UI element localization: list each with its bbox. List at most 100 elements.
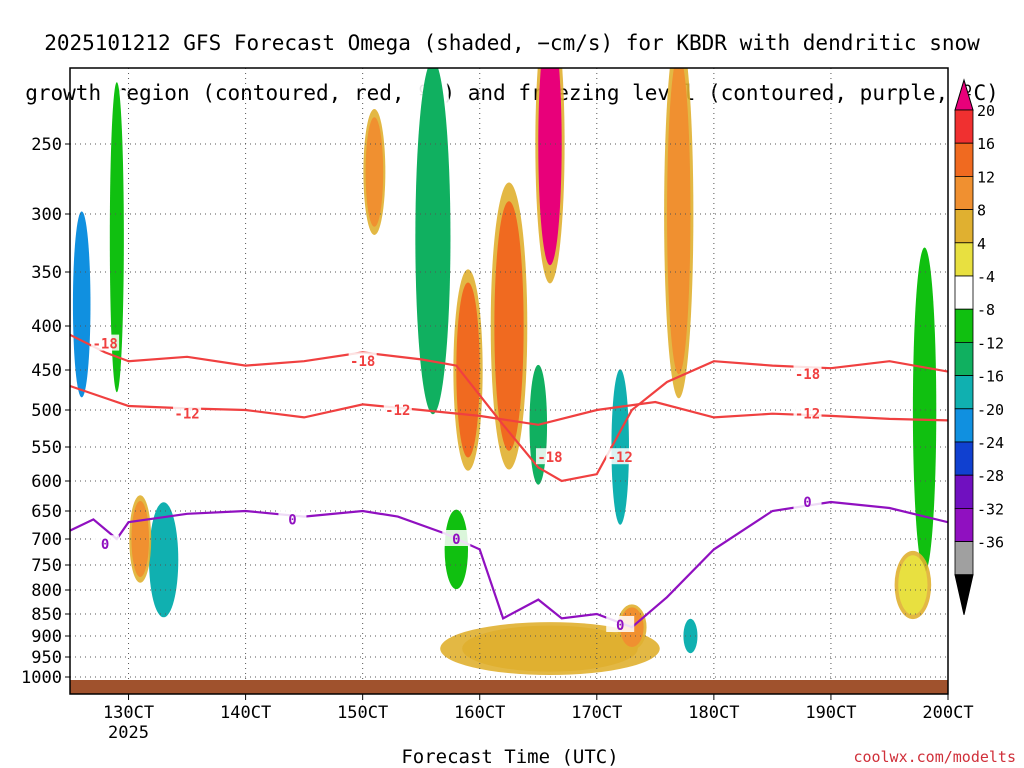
colorbar-segment bbox=[954, 242, 974, 277]
source-credit: coolwx.com/modelts bbox=[853, 748, 1016, 766]
y-tick-label: 850 bbox=[31, 605, 62, 625]
colorbar-label: -12 bbox=[977, 334, 1004, 352]
colorbar-label: -16 bbox=[977, 368, 1004, 386]
contour-label: 0 bbox=[452, 532, 460, 548]
x-tick-label: 130CT bbox=[103, 703, 154, 723]
y-tick-label: 750 bbox=[31, 556, 62, 576]
omega-patch bbox=[667, 68, 691, 375]
colorbar-segment bbox=[954, 507, 974, 542]
colorbar-label: 20 bbox=[977, 102, 995, 120]
contour-label-bg bbox=[278, 510, 307, 527]
contour-label-bg bbox=[606, 616, 635, 632]
contour-label: -18 bbox=[92, 337, 117, 353]
contour-label: -12 bbox=[608, 450, 633, 466]
colorbar-label: -20 bbox=[977, 401, 1004, 419]
contour-label-bg bbox=[606, 448, 635, 465]
y-tick-label: 700 bbox=[31, 530, 62, 550]
colorbar-segment bbox=[954, 142, 974, 177]
omega-patch bbox=[912, 247, 937, 573]
colorbar-top-triangle bbox=[954, 78, 974, 111]
title-line-1: 2025101212 GFS Forecast Omega (shaded, −… bbox=[44, 31, 980, 55]
contour-label: -12 bbox=[795, 407, 820, 423]
x-tick-label: 170CT bbox=[571, 703, 622, 723]
omega-patch bbox=[898, 555, 928, 615]
x-tick-label: 190CT bbox=[805, 703, 856, 723]
colorbar-label: -24 bbox=[977, 434, 1004, 452]
omega-patch bbox=[149, 502, 179, 618]
colorbar-segment bbox=[954, 375, 974, 410]
y-tick-label: 350 bbox=[31, 263, 62, 283]
contour-label: -18 bbox=[350, 354, 375, 370]
colorbar-segment bbox=[954, 474, 974, 509]
omega-patch bbox=[444, 509, 469, 590]
contour-label-bg bbox=[793, 493, 822, 509]
freezing-level-contour bbox=[70, 500, 948, 629]
omega-patch bbox=[109, 82, 124, 393]
omega-patch bbox=[365, 117, 384, 227]
contour-label-bg bbox=[442, 530, 471, 546]
y-tick-label: 800 bbox=[31, 581, 62, 601]
contour-label-bg bbox=[91, 535, 120, 552]
x-tick-sublabel: 2025 bbox=[108, 723, 149, 743]
x-tick-label: 200CT bbox=[922, 703, 973, 723]
x-tick-label: 140CT bbox=[220, 703, 271, 723]
colorbar-segment bbox=[954, 209, 974, 244]
colorbar-label: -32 bbox=[977, 500, 1004, 518]
chart-title: 2025101212 GFS Forecast Omega (shaded, −… bbox=[0, 6, 1024, 106]
contour-label-bg bbox=[535, 448, 564, 465]
dgz-contour-minus12 bbox=[70, 384, 948, 426]
colorbar-segment bbox=[954, 341, 974, 376]
colorbar-segment bbox=[954, 408, 974, 443]
ground-strip bbox=[70, 680, 948, 694]
colorbar-label: -36 bbox=[977, 534, 1004, 552]
y-tick-label: 250 bbox=[31, 135, 62, 155]
contour-label-bg bbox=[793, 365, 822, 381]
colorbar-label: -4 bbox=[977, 268, 995, 286]
plot-frame bbox=[69, 67, 949, 695]
omega-patch bbox=[494, 201, 524, 451]
x-tick-label: 150CT bbox=[337, 703, 388, 723]
y-tick-label: 600 bbox=[31, 472, 62, 492]
contour-label: 0 bbox=[101, 537, 109, 553]
y-tick-label: 400 bbox=[31, 317, 62, 337]
colorbar-label: -8 bbox=[977, 301, 995, 319]
colorbar-label: 16 bbox=[977, 135, 995, 153]
contour-label: -12 bbox=[385, 403, 410, 419]
contour-label-bg bbox=[91, 334, 120, 351]
y-tick-label: 650 bbox=[31, 502, 62, 522]
colorbar-segment bbox=[954, 441, 974, 476]
x-tick-label: 160CT bbox=[454, 703, 505, 723]
x-tick-label: 180CT bbox=[688, 703, 739, 723]
y-tick-label: 550 bbox=[31, 438, 62, 458]
colorbar-segment bbox=[954, 175, 974, 210]
colorbar-label: 4 bbox=[977, 235, 986, 253]
contour-label: -18 bbox=[795, 367, 820, 383]
omega-patch bbox=[72, 211, 91, 398]
contour-label-bg bbox=[348, 352, 377, 369]
colorbar-bottom-triangle bbox=[954, 574, 974, 615]
y-tick-label: 500 bbox=[31, 401, 62, 421]
y-tick-label: 450 bbox=[31, 361, 62, 381]
omega-patch bbox=[415, 68, 451, 415]
contour-label: -12 bbox=[174, 407, 199, 423]
colorbar-segment bbox=[954, 275, 974, 310]
y-tick-label: 950 bbox=[31, 648, 62, 668]
omega-patch bbox=[462, 625, 638, 672]
colorbar-segment bbox=[954, 109, 974, 144]
omega-patch bbox=[538, 68, 562, 266]
contour-label-bg bbox=[793, 404, 822, 421]
contour-label-bg bbox=[383, 401, 412, 417]
dgz-contour-minus18 bbox=[70, 333, 948, 483]
y-tick-label: 300 bbox=[31, 205, 62, 225]
colorbar-segment bbox=[954, 541, 974, 576]
colorbar-label: -28 bbox=[977, 467, 1004, 485]
y-tick-label: 900 bbox=[31, 627, 62, 647]
x-axis-label: Forecast Time (UTC) bbox=[401, 746, 619, 768]
y-tick-label: 1000 bbox=[21, 668, 62, 688]
contour-label: 0 bbox=[288, 512, 296, 528]
contour-label: 0 bbox=[616, 618, 624, 634]
colorbar-segment bbox=[954, 308, 974, 343]
contour-label-bg bbox=[173, 404, 202, 421]
colorbar-label: 12 bbox=[977, 168, 995, 186]
